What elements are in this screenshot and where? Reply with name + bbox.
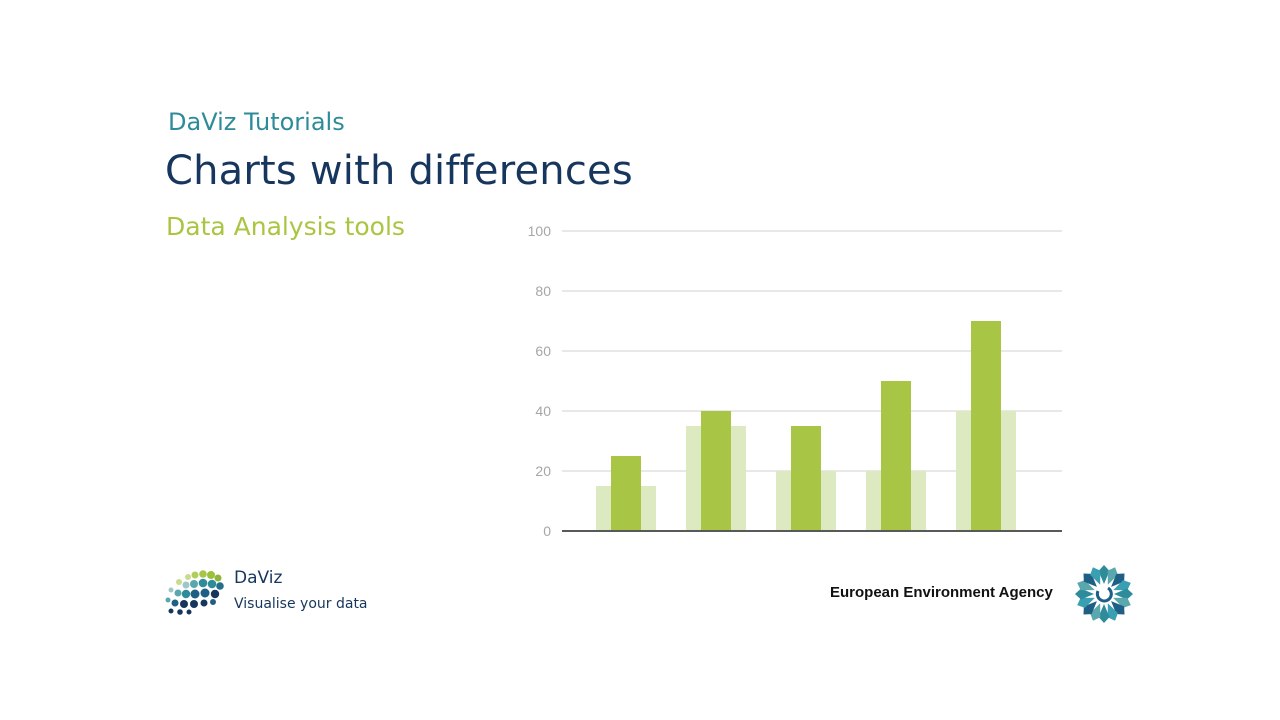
y-tick-label: 40 <box>535 403 551 419</box>
daviz-dots-logo-icon <box>165 570 224 615</box>
slide-subtitle: Data Analysis tools <box>166 212 405 241</box>
y-tick-label: 100 <box>528 223 552 239</box>
bar-comparison-series <box>881 381 911 531</box>
y-tick-label: 20 <box>535 463 551 479</box>
eea-sun-logo-icon <box>1075 565 1133 623</box>
slide-title: Charts with differences <box>165 148 633 194</box>
chart-bars <box>596 321 1016 531</box>
bar-comparison-series <box>611 456 641 531</box>
bar-comparison-series <box>971 321 1001 531</box>
daviz-logo-name: DaViz <box>234 568 283 588</box>
y-tick-label: 0 <box>543 523 551 539</box>
y-tick-label: 80 <box>535 283 551 299</box>
daviz-logo-tagline: Visualise your data <box>234 596 368 612</box>
eea-logo-name: European Environment Agency <box>830 584 1053 601</box>
y-tick-label: 60 <box>535 343 551 359</box>
bar-comparison-series <box>791 426 821 531</box>
bar-comparison-series <box>701 411 731 531</box>
slide-kicker: DaViz Tutorials <box>168 108 345 136</box>
daviz-logo: DaViz Visualise your data <box>162 566 372 620</box>
